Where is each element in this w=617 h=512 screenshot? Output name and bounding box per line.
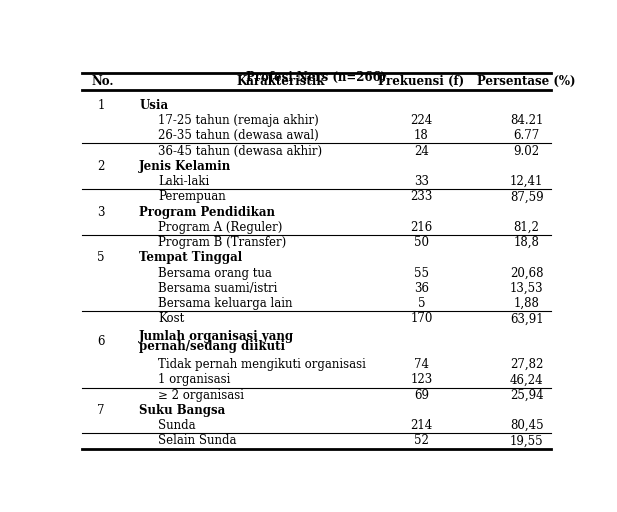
Text: Persentase (%): Persentase (%) — [478, 75, 576, 88]
Text: 1 organisasi: 1 organisasi — [159, 373, 231, 387]
Text: 7: 7 — [97, 404, 105, 417]
Text: 170: 170 — [410, 312, 433, 326]
Text: Perempuan: Perempuan — [159, 190, 226, 203]
Text: pernah/sedang diikuti: pernah/sedang diikuti — [139, 340, 286, 353]
Text: 9.02: 9.02 — [513, 144, 540, 158]
Text: 25,94: 25,94 — [510, 389, 544, 402]
Text: 5: 5 — [418, 297, 425, 310]
Text: 84.21: 84.21 — [510, 114, 544, 127]
Text: Selain Sunda: Selain Sunda — [159, 435, 237, 447]
Text: 18: 18 — [414, 130, 429, 142]
Text: Jenis Kelamin: Jenis Kelamin — [139, 160, 231, 173]
Text: 27,82: 27,82 — [510, 358, 544, 371]
Text: 80,45: 80,45 — [510, 419, 544, 432]
Text: Tempat Tinggal: Tempat Tinggal — [139, 251, 242, 264]
Text: 233: 233 — [410, 190, 433, 203]
Text: 214: 214 — [410, 419, 433, 432]
Text: Laki-laki: Laki-laki — [159, 175, 210, 188]
Text: 3: 3 — [97, 206, 105, 219]
Text: 36-45 tahun (dewasa akhir): 36-45 tahun (dewasa akhir) — [159, 144, 323, 158]
Text: Program B (Transfer): Program B (Transfer) — [159, 236, 287, 249]
Text: Karakteristik: Karakteristik — [236, 75, 325, 88]
Text: 216: 216 — [410, 221, 433, 234]
Text: 55: 55 — [414, 267, 429, 280]
Text: Kost: Kost — [159, 312, 184, 326]
Text: 5: 5 — [97, 251, 105, 264]
Text: 63,91: 63,91 — [510, 312, 544, 326]
Text: 69: 69 — [414, 389, 429, 402]
Text: Tidak pernah mengikuti organisasi: Tidak pernah mengikuti organisasi — [159, 358, 366, 371]
Text: 1,88: 1,88 — [514, 297, 539, 310]
Text: Program Pendidikan: Program Pendidikan — [139, 206, 275, 219]
Text: Bersama keluarga lain: Bersama keluarga lain — [159, 297, 293, 310]
Text: 17-25 tahun (remaja akhir): 17-25 tahun (remaja akhir) — [159, 114, 319, 127]
Text: 36: 36 — [414, 282, 429, 295]
Text: 74: 74 — [414, 358, 429, 371]
Text: No.: No. — [91, 75, 114, 88]
Text: Bersama orang tua: Bersama orang tua — [159, 267, 272, 280]
Text: Frekuensi (f): Frekuensi (f) — [378, 75, 465, 88]
Text: 33: 33 — [414, 175, 429, 188]
Text: 26-35 tahun (dewasa awal): 26-35 tahun (dewasa awal) — [159, 130, 319, 142]
Text: Jumlah organisasi yang: Jumlah organisasi yang — [139, 330, 294, 344]
Text: 87,59: 87,59 — [510, 190, 544, 203]
Text: 18,8: 18,8 — [514, 236, 539, 249]
Text: 6: 6 — [97, 335, 105, 348]
Text: Usia: Usia — [139, 99, 168, 112]
Text: ≥ 2 organisasi: ≥ 2 organisasi — [159, 389, 244, 402]
Text: 1: 1 — [97, 99, 105, 112]
Text: 52: 52 — [414, 435, 429, 447]
Text: 2: 2 — [97, 160, 105, 173]
Text: 19,55: 19,55 — [510, 435, 544, 447]
Text: Sunda: Sunda — [159, 419, 196, 432]
Text: 6.77: 6.77 — [513, 130, 540, 142]
Text: Bersama suami/istri: Bersama suami/istri — [159, 282, 278, 295]
Text: 24: 24 — [414, 144, 429, 158]
Text: 123: 123 — [410, 373, 433, 387]
Text: 81,2: 81,2 — [514, 221, 539, 234]
Text: Suku Bangsa: Suku Bangsa — [139, 404, 226, 417]
Text: Program A (Reguler): Program A (Reguler) — [159, 221, 283, 234]
Text: 224: 224 — [410, 114, 433, 127]
Text: 12,41: 12,41 — [510, 175, 544, 188]
Text: 46,24: 46,24 — [510, 373, 544, 387]
Text: 13,53: 13,53 — [510, 282, 544, 295]
Text: 20,68: 20,68 — [510, 267, 544, 280]
Text: 50: 50 — [414, 236, 429, 249]
Text: Profesi Ners (n=266): Profesi Ners (n=266) — [246, 71, 386, 84]
